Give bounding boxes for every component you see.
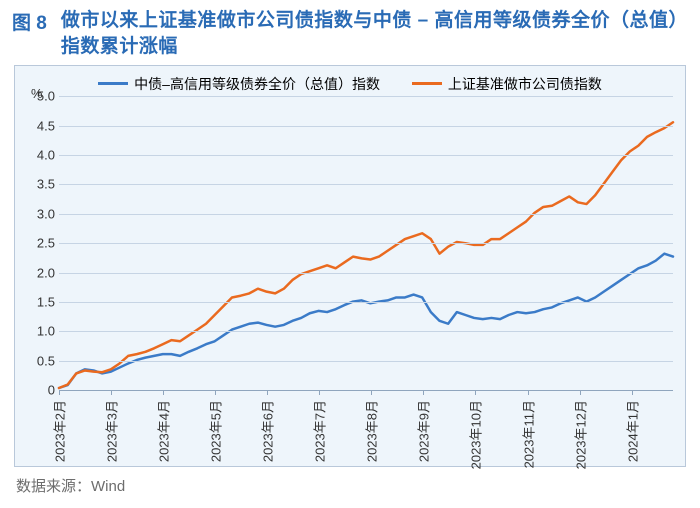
x-tick-label: 2024年1月 — [622, 400, 641, 462]
x-axis — [59, 390, 673, 391]
x-tick-label: 2023年11月 — [518, 400, 537, 468]
plot-region — [59, 96, 673, 388]
y-tick-label: 4.0 — [19, 148, 55, 163]
x-tick-label: 2023年6月 — [258, 400, 277, 462]
gridline — [59, 155, 673, 156]
x-tick — [163, 390, 164, 395]
x-tick — [580, 390, 581, 395]
series-line — [59, 254, 673, 388]
gridline — [59, 184, 673, 185]
y-tick-label: 1.0 — [19, 324, 55, 339]
figure-label: 图 8 — [12, 8, 47, 35]
x-tick — [111, 390, 112, 395]
legend-label-2: 上证基准做市公司债指数 — [448, 74, 602, 94]
y-tick-label: 2.5 — [19, 236, 55, 251]
y-tick-label: 3.0 — [19, 206, 55, 221]
source-line: 数据来源：Wind — [0, 471, 700, 496]
gridline — [59, 96, 673, 97]
y-tick-label: 2.0 — [19, 265, 55, 280]
series-line — [59, 123, 673, 389]
line-svg — [59, 96, 673, 388]
legend-label-1: 中债–高信用等级债券全价（总值）指数 — [134, 74, 380, 94]
y-tick-label: 0 — [19, 383, 55, 398]
gridline — [59, 273, 673, 274]
x-tick — [215, 390, 216, 395]
y-tick-label: 4.5 — [19, 118, 55, 133]
gridline — [59, 126, 673, 127]
x-tick-label: 2023年3月 — [102, 400, 121, 462]
x-tick-label: 2023年4月 — [154, 400, 173, 462]
x-tick — [475, 390, 476, 395]
legend: 中债–高信用等级债券全价（总值）指数 上证基准做市公司债指数 — [15, 72, 685, 94]
x-tick — [267, 390, 268, 395]
x-tick — [632, 390, 633, 395]
gridline — [59, 302, 673, 303]
x-tick — [423, 390, 424, 395]
x-tick-label: 2023年7月 — [310, 400, 329, 462]
source-label: 数据来源： — [16, 478, 91, 495]
legend-swatch-2 — [412, 82, 442, 85]
gridline — [59, 243, 673, 244]
y-tick-label: 5.0 — [19, 89, 55, 104]
x-tick-label: 2023年9月 — [414, 400, 433, 462]
x-tick — [319, 390, 320, 395]
x-tick-label: 2023年8月 — [362, 400, 381, 462]
x-tick — [528, 390, 529, 395]
chart-area: % 中债–高信用等级债券全价（总值）指数 上证基准做市公司债指数 00.51.0… — [14, 65, 686, 467]
y-tick-label: 3.5 — [19, 177, 55, 192]
figure-title: 做市以来上证基准做市公司债指数与中债 – 高信用等级债券全价（总值）指数累计涨幅 — [61, 8, 688, 59]
x-tick-label: 2023年10月 — [466, 400, 485, 469]
source-value: Wind — [91, 478, 125, 495]
x-tick-label: 2023年5月 — [206, 400, 225, 462]
gridline — [59, 214, 673, 215]
x-tick-label: 2023年2月 — [50, 400, 69, 462]
gridline — [59, 361, 673, 362]
x-tick — [59, 390, 60, 395]
y-tick-label: 0.5 — [19, 353, 55, 368]
legend-item-2: 上证基准做市公司债指数 — [412, 74, 602, 94]
x-tick-label: 2023年12月 — [570, 400, 589, 469]
gridline — [59, 331, 673, 332]
y-tick-label: 1.5 — [19, 295, 55, 310]
legend-swatch-1 — [98, 82, 128, 85]
figure: 图 8 做市以来上证基准做市公司债指数与中债 – 高信用等级债券全价（总值）指数… — [0, 0, 700, 508]
legend-item-1: 中债–高信用等级债券全价（总值）指数 — [98, 74, 380, 94]
x-tick — [371, 390, 372, 395]
title-bar: 图 8 做市以来上证基准做市公司债指数与中债 – 高信用等级债券全价（总值）指数… — [0, 0, 700, 63]
